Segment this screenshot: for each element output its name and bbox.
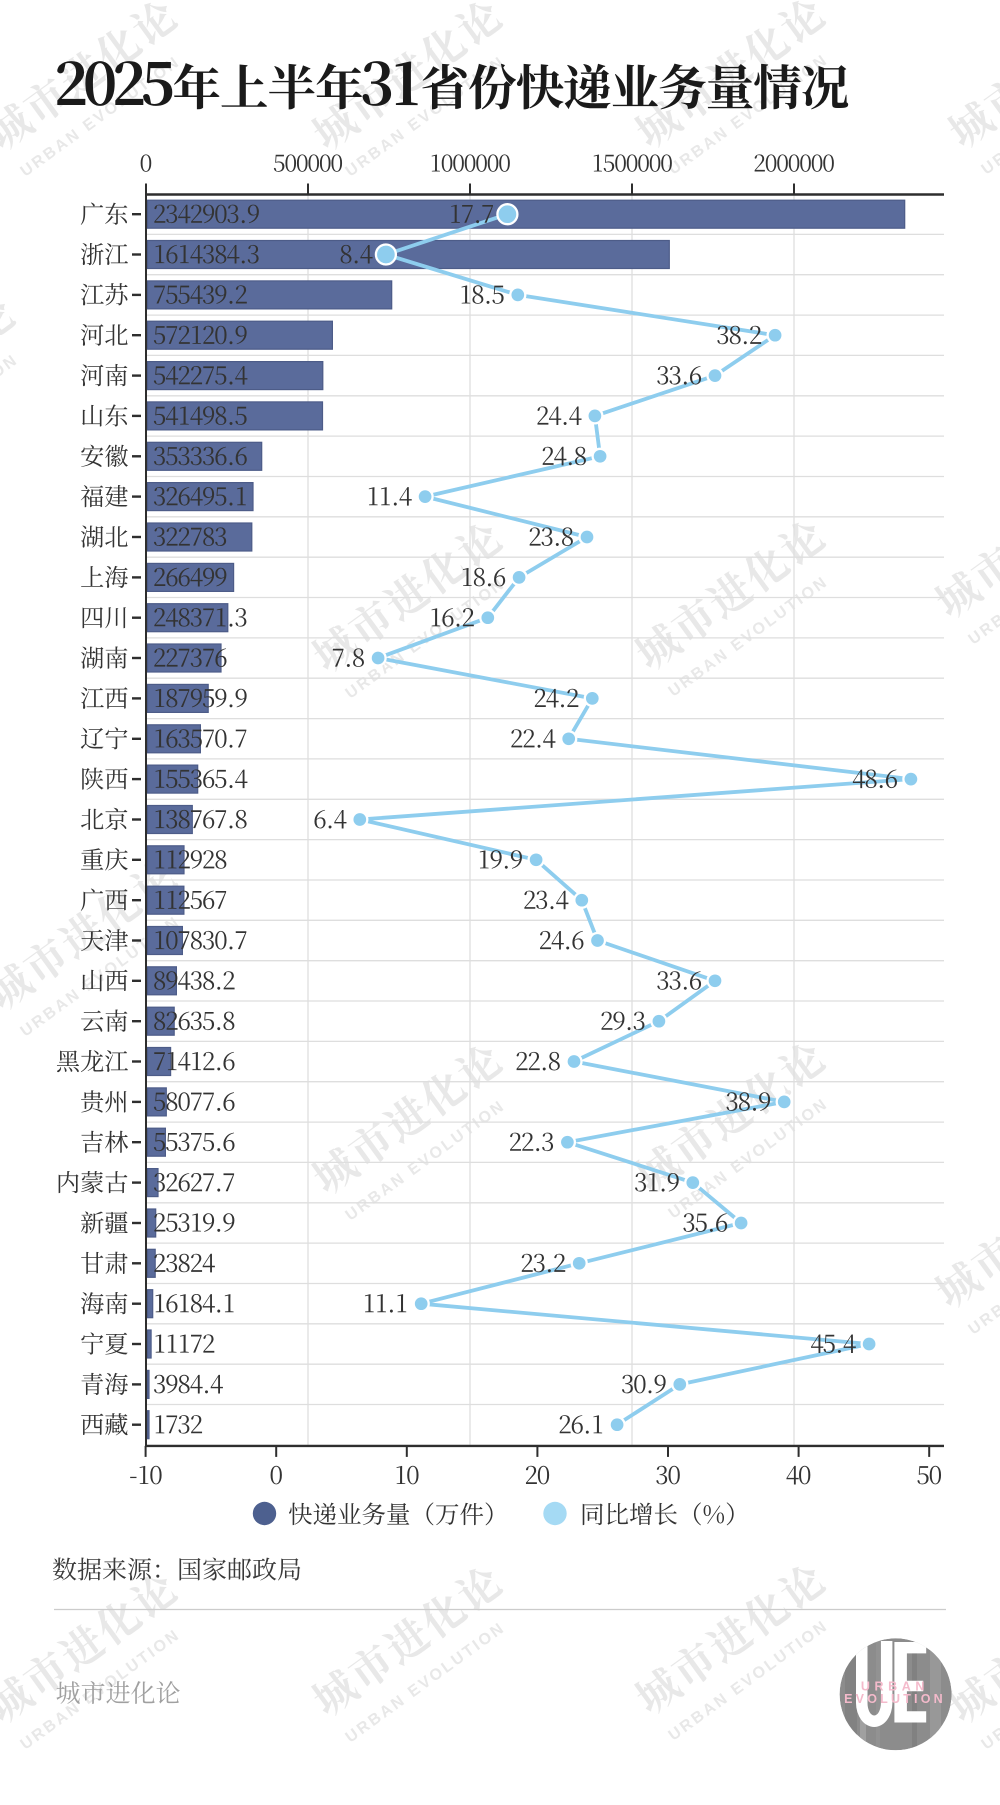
svg-text:EVOLUTION: EVOLUTION: [844, 1692, 946, 1706]
svg-text:URBAN: URBAN: [861, 1679, 929, 1693]
